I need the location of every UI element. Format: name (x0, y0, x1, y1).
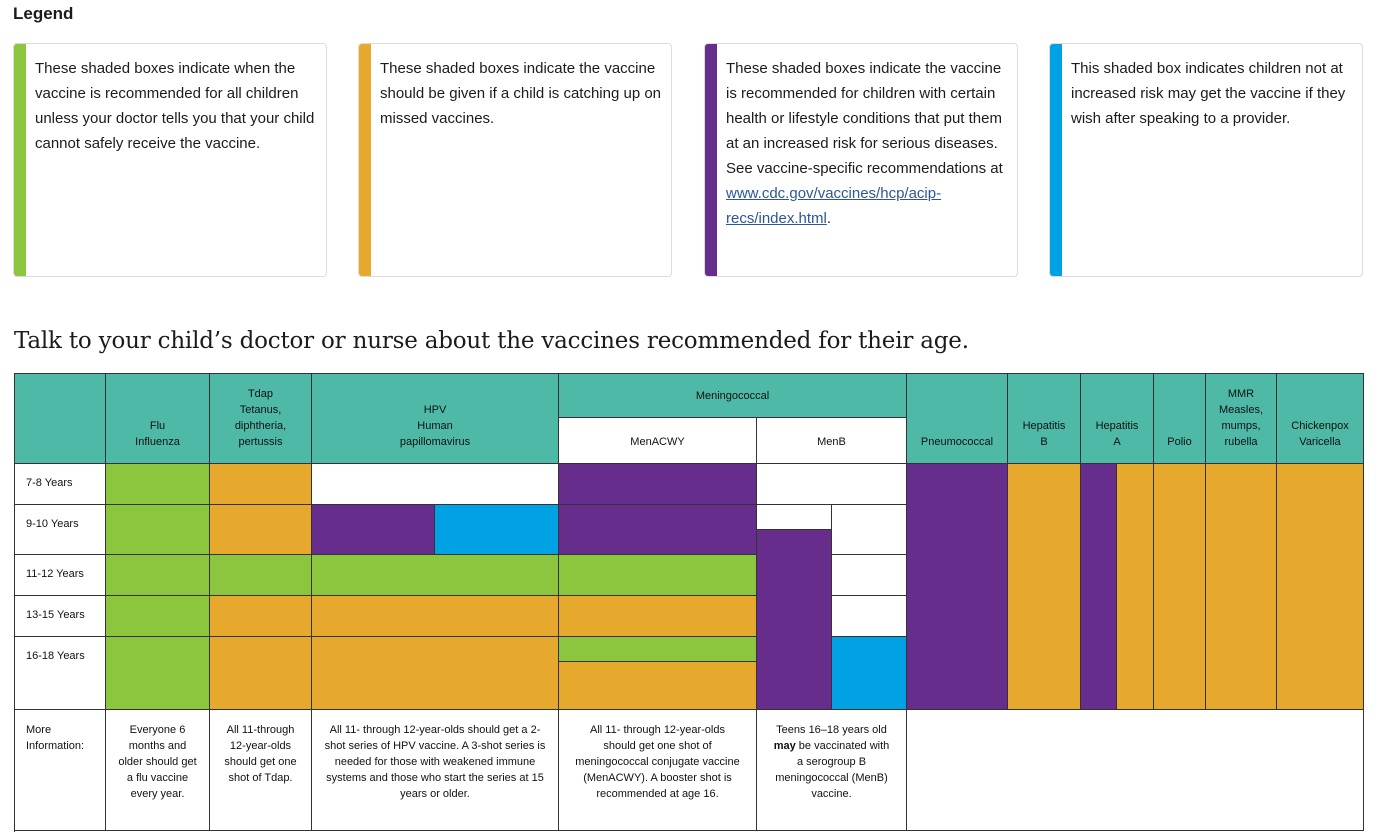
legend-text-optional: This shaded box indicates children not a… (1071, 60, 1346, 127)
cell-menb-9-10-right (832, 505, 907, 555)
cell-menb-11-12-right (832, 555, 907, 596)
cell-varicella (1277, 464, 1364, 710)
more-info-menb: Teens 16–18 years old may be vaccinated … (757, 710, 907, 831)
legend-text-high-risk: These shaded boxes indicate the vaccine … (726, 60, 1003, 177)
page-heading: Talk to your child’s doctor or nurse abo… (14, 328, 969, 354)
header-hepa-label: Hepatitis A (1095, 420, 1139, 448)
cell-tdap-7-8 (210, 464, 312, 505)
header-menb: MenB (757, 418, 907, 464)
header-varicella: Chickenpox Varicella (1277, 374, 1364, 464)
cell-flu-11-12 (106, 555, 210, 596)
cell-hpv-9-10-high-risk (312, 505, 435, 555)
legend-swatch-orange (359, 44, 371, 276)
more-info-flu: Everyone 6 months and older should get a… (106, 710, 210, 831)
header-mmr-label: MMR Measles, mumps, rubella (1218, 388, 1264, 448)
cell-hpv-7-8 (312, 464, 559, 505)
header-mmr: MMR Measles, mumps, rubella (1206, 374, 1277, 464)
header-tdap-label: Tdap Tetanus, diphtheria, pertussis (234, 388, 287, 448)
cell-flu-7-8 (106, 464, 210, 505)
cell-flu-13-15 (106, 596, 210, 637)
cell-flu-16-18 (106, 637, 210, 710)
cell-menb-7-8 (757, 464, 907, 505)
cell-pneumococcal (907, 464, 1008, 710)
cell-mmr (1206, 464, 1277, 710)
header-meningococcal: Meningococcal (559, 374, 907, 418)
cell-hepa-high-risk (1081, 464, 1117, 710)
legend-card-recommended: These shaded boxes indicate when the vac… (13, 43, 327, 277)
header-menb-label: MenB (817, 436, 846, 448)
legend-card-high-risk: These shaded boxes indicate the vaccine … (704, 43, 1018, 277)
cell-menb-16-18-optional (832, 637, 907, 710)
header-hpv-label: HPV Human papillomavirus (399, 404, 471, 448)
cell-menacwy-16-18-catch-up (559, 662, 757, 710)
more-info-menb-may: may (773, 740, 796, 752)
legend-text-period: . (826, 210, 832, 227)
header-varicella-label: Chickenpox Varicella (1291, 420, 1349, 448)
cell-hepb (1008, 464, 1081, 710)
cell-menacwy-9-10 (559, 505, 757, 555)
legend-card-optional: This shaded box indicates children not a… (1049, 43, 1363, 277)
header-tdap: Tdap Tetanus, diphtheria, pertussis (210, 374, 312, 464)
more-info-label: More Information: (15, 710, 106, 831)
header-menacwy-label: MenACWY (630, 436, 685, 448)
header-hepb-label: Hepatitis B (1022, 420, 1066, 448)
header-menacwy: MenACWY (559, 418, 757, 464)
legend-swatch-blue (1050, 44, 1062, 276)
legend-swatch-purple (705, 44, 717, 276)
acip-recs-link[interactable]: www.cdc.gov/vaccines/hcp/acip-recs/index… (726, 185, 942, 227)
cell-hpv-11-12 (312, 555, 559, 596)
cell-menacwy-13-15 (559, 596, 757, 637)
row-label-13-15: 13-15 Years (15, 596, 106, 637)
cell-menb-high-risk (757, 530, 832, 710)
header-polio: Polio (1154, 374, 1206, 464)
more-info-tdap: All 11-through 12-year-olds should get o… (210, 710, 312, 831)
more-info-empty (907, 710, 1364, 831)
row-label-7-8: 7-8 Years (15, 464, 106, 505)
cell-hpv-9-10-optional (435, 505, 559, 555)
row-label-11-12: 11-12 Years (15, 555, 106, 596)
header-blank (15, 374, 106, 464)
row-label-9-10: 9-10 Years (15, 505, 106, 555)
header-hepb: Hepatitis B (1008, 374, 1081, 464)
header-pneumococcal-label: Pneumococcal (920, 436, 994, 448)
cell-tdap-13-15 (210, 596, 312, 637)
cell-menacwy-7-8 (559, 464, 757, 505)
legend-text-recommended: These shaded boxes indicate when the vac… (35, 60, 315, 152)
more-info-menacwy: All 11- through 12-year-olds should get … (559, 710, 757, 831)
legend-swatch-green (14, 44, 26, 276)
header-hepa: Hepatitis A (1081, 374, 1154, 464)
cell-menacwy-16-booster (559, 637, 757, 662)
cell-tdap-16-18 (210, 637, 312, 710)
cell-hepa-catch-up (1117, 464, 1154, 710)
cell-tdap-9-10 (210, 505, 312, 555)
more-info-menb-pre: Teens 16–18 years old (776, 724, 887, 736)
cell-menb-9-10-empty (757, 505, 832, 530)
legend-card-catch-up: These shaded boxes indicate the vaccine … (358, 43, 672, 277)
cell-menb-13-15-right (832, 596, 907, 637)
more-info-menb-post: be vaccinated with a serogroup B meningo… (775, 740, 890, 800)
row-label-16-18: 16-18 Years (15, 637, 106, 710)
legend-text-high-risk-wrap: These shaded boxes indicate the vaccine … (726, 56, 1007, 231)
cell-flu-9-10 (106, 505, 210, 555)
header-polio-label: Polio (1167, 436, 1192, 448)
cell-polio (1154, 464, 1206, 710)
legend-text-catch-up: These shaded boxes indicate the vaccine … (380, 60, 662, 127)
header-flu-label: Flu Influenza (135, 420, 180, 448)
header-pneumococcal: Pneumococcal (907, 374, 1008, 464)
header-hpv: HPV Human papillomavirus (312, 374, 559, 464)
cell-tdap-11-12 (210, 555, 312, 596)
header-flu: Flu Influenza (106, 374, 210, 464)
cell-menacwy-11-12 (559, 555, 757, 596)
more-info-hpv: All 11- through 12-year-olds should get … (312, 710, 559, 831)
header-meningococcal-label: Meningococcal (695, 389, 770, 402)
cell-hpv-13-15 (312, 596, 559, 637)
cell-hpv-16-18 (312, 637, 559, 710)
legend-title: Legend (13, 4, 74, 23)
